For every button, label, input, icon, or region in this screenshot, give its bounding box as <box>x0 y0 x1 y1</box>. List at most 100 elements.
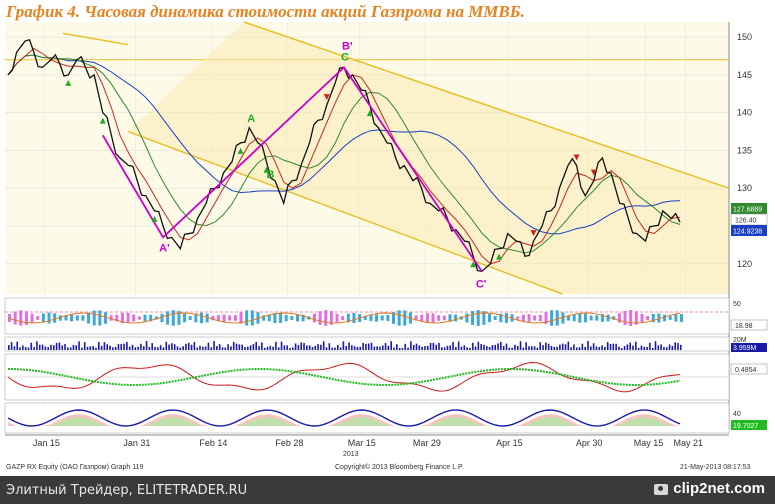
volume-bar <box>384 342 387 350</box>
volume-bar <box>443 347 446 350</box>
volume-bar <box>564 344 567 350</box>
volume-bar <box>190 344 193 350</box>
volume-bar <box>86 346 89 350</box>
rsi-bar <box>454 314 458 322</box>
volume-bar <box>58 342 61 350</box>
volume-bar <box>559 344 561 350</box>
volume-bar <box>488 347 491 350</box>
volume-bar <box>117 344 120 350</box>
rsi-bar <box>555 310 559 326</box>
y-tick-label: 140 <box>737 108 752 118</box>
volume-bar <box>50 344 52 350</box>
sell-marker <box>530 230 537 237</box>
volume-bar <box>232 341 235 350</box>
volume-bar <box>162 347 165 350</box>
watermark-right-label: clip2net.com <box>673 480 765 497</box>
volume-bar <box>112 347 114 350</box>
volume-bar <box>252 344 255 350</box>
rsi-bar <box>166 311 170 325</box>
volume-bar <box>609 343 612 350</box>
rsi-bar <box>205 313 209 323</box>
y-tick-label: 135 <box>737 145 752 155</box>
volume-bar <box>334 347 336 350</box>
volume-bar <box>13 346 16 350</box>
rsi-bar <box>324 310 328 326</box>
rsi-bar <box>222 314 226 322</box>
volume-bar <box>213 341 215 350</box>
rsi-bar <box>301 314 305 322</box>
rsi-bar <box>245 310 249 326</box>
volume-bar <box>187 342 190 350</box>
volume-bar <box>328 343 331 350</box>
rsi-bar <box>188 316 192 320</box>
sell-marker <box>573 154 580 161</box>
buy-marker <box>237 147 244 154</box>
rsi-bar <box>538 314 542 322</box>
volume-bar <box>483 344 485 350</box>
volume-bar <box>536 347 539 350</box>
x-tick-label: Apr 15 <box>496 438 523 448</box>
volume-bar <box>266 346 269 350</box>
rsi-bar <box>273 312 277 324</box>
rsi-bar <box>177 311 181 325</box>
volume-bar <box>345 346 348 350</box>
volume-bar <box>216 346 218 350</box>
volume-bar <box>469 347 471 350</box>
pattern-label: A' <box>159 242 170 254</box>
rsi-bar <box>634 311 638 325</box>
volume-bar <box>196 347 198 350</box>
rsi-bar <box>75 315 79 321</box>
volume-bar <box>356 346 359 350</box>
volume-bar <box>283 345 286 350</box>
volume-bar <box>140 343 142 350</box>
volume-bar <box>165 341 168 350</box>
rsi-bar <box>584 313 587 323</box>
y-tick-label: 145 <box>737 70 752 80</box>
x-tick-label: May 15 <box>634 438 664 448</box>
volume-bar <box>674 342 676 350</box>
volume-bar <box>114 346 117 350</box>
ma-mid-badge-label: 127.6889 <box>733 207 762 214</box>
volume-bar <box>497 343 499 350</box>
volume-bar <box>415 343 418 350</box>
volume-bar <box>463 345 466 350</box>
rsi-bar <box>465 313 469 323</box>
rsi-bar <box>296 314 299 322</box>
moving-average-mid <box>7 54 681 254</box>
rsi-bar <box>674 314 678 322</box>
volume-bar <box>120 344 123 350</box>
footer-timestamp: 21-May-2013 08:17:53 <box>680 464 751 471</box>
x-tick-label: Feb 14 <box>199 438 227 448</box>
rsi-bar <box>211 315 215 321</box>
footer-copyright: Copyright© 2013 Bloomberg Finance L.P. <box>335 463 464 471</box>
rsi-bar <box>442 315 446 321</box>
volume-bar <box>525 342 527 350</box>
rsi-bar <box>233 315 237 321</box>
x-tick-label: Feb 28 <box>275 438 303 448</box>
rsi-bar <box>13 311 17 325</box>
volume-bar <box>81 347 83 350</box>
rsi-bar <box>160 313 164 323</box>
volume-bar <box>578 347 581 350</box>
rsi-bar <box>335 313 339 323</box>
rsi-bar <box>149 314 153 322</box>
volume-bar <box>660 344 662 350</box>
ma-long-badge <box>731 225 767 236</box>
volume-bar <box>530 346 533 350</box>
volume-bar <box>418 345 421 350</box>
rsi-bar <box>572 314 576 322</box>
volume-bar <box>471 342 474 350</box>
volume-bar <box>646 346 648 350</box>
rsi-bar <box>41 313 45 323</box>
volume-bar <box>185 343 187 350</box>
volume-bar <box>452 341 454 350</box>
footer-ticker: GAZP RX Equity (OAO Газпром) Graph 119 <box>6 464 144 471</box>
volume-bar <box>567 341 570 350</box>
volume-bar <box>300 342 303 350</box>
volume-bar <box>542 345 544 350</box>
y-tick-label: 120 <box>737 259 752 269</box>
buy-marker <box>151 215 158 222</box>
volume-bar <box>511 347 513 350</box>
volume-bar <box>587 341 589 350</box>
abc-pattern-line <box>101 65 483 272</box>
